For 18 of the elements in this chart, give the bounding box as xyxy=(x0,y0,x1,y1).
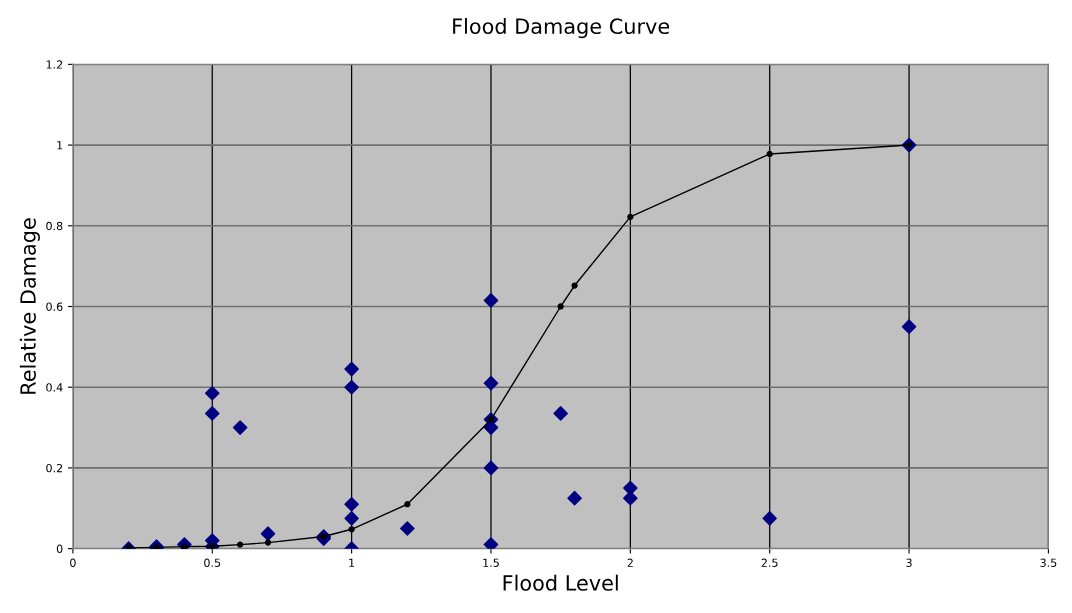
y-axis-title: Relative Damage xyxy=(19,218,40,394)
y-tick-label: 1.2 xyxy=(46,60,63,69)
x-tick-label: 1.5 xyxy=(483,558,499,567)
x-tick-label: 3 xyxy=(906,558,912,567)
y-tick-label: 0 xyxy=(56,544,63,554)
y-tick-label: 0.8 xyxy=(46,221,63,231)
x-axis-title: Flood Level xyxy=(503,574,618,591)
x-tick-label: 0.5 xyxy=(204,558,221,567)
x-tick-label: 2.5 xyxy=(761,558,778,567)
y-tick-label: 0.2 xyxy=(46,463,63,473)
y-tick-label: 0.4 xyxy=(46,383,63,392)
x-tick-label: 3.5 xyxy=(1040,558,1057,567)
x-tick-label: 1 xyxy=(349,558,355,567)
x-tick-label: 0 xyxy=(70,558,76,567)
chart-title: Flood Damage Curve xyxy=(453,17,670,39)
x-tick-label: 2 xyxy=(627,558,633,567)
y-tick-label: 1 xyxy=(57,141,63,150)
y-tick-label: 0.6 xyxy=(46,302,63,311)
